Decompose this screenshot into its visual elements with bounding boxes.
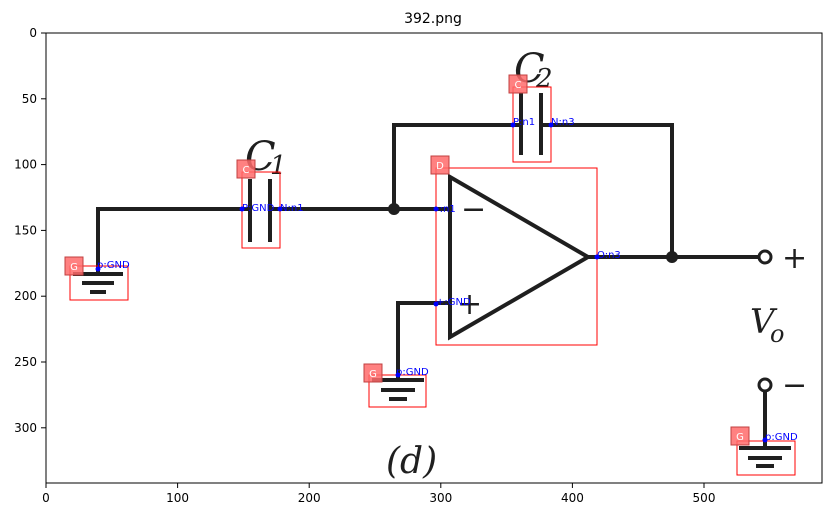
pin-label-n: N:n3	[551, 117, 575, 128]
component-opamp: D -:n1 +:GND O:n3	[430, 155, 621, 346]
y-tick-label: 100	[14, 158, 37, 172]
y-tick-label: 200	[14, 289, 37, 303]
tag-label: C	[243, 165, 250, 176]
opamp-triangle	[448, 173, 592, 341]
pin-label-n: N:n1	[280, 203, 304, 214]
x-tick-label: 300	[429, 491, 452, 505]
pin-label-plus: +:GND	[436, 297, 471, 308]
pin-dot	[395, 372, 401, 378]
y-tick-label: 300	[14, 421, 37, 435]
component-c2: C P:n1 N:n3	[508, 74, 575, 163]
y-tick-label: 250	[14, 355, 37, 369]
pin-label: p:GND	[396, 367, 429, 378]
tag-label: D	[436, 161, 444, 172]
pin-label-out: O:n3	[597, 250, 621, 261]
vo-label: V	[750, 302, 778, 342]
annotation-overlay: G p:GND C P:GND N:n1 C P:n1 N:n3	[64, 74, 798, 476]
pin-label: p:GND	[765, 432, 798, 443]
pin-dot	[277, 206, 283, 212]
vo-minus-label: −	[782, 368, 807, 403]
tag-box	[363, 363, 383, 383]
y-axis: 0 50 100 150 200 250 300	[14, 26, 46, 435]
opamp-plus-sign: +	[457, 287, 482, 322]
output-terminal-minus	[757, 377, 773, 393]
y-tick-label: 150	[14, 223, 37, 237]
pin-label-minus: -:n1	[436, 204, 456, 215]
c1-subscript: 1	[270, 151, 287, 181]
wire-noninv-to-gnd	[396, 301, 452, 379]
tag-box	[430, 155, 450, 175]
output-terminal-plus	[757, 249, 773, 265]
tag-box	[730, 426, 750, 446]
tag-label: G	[736, 432, 744, 443]
x-axis: 0 100 200 300 400 500	[42, 483, 715, 505]
component-ground-right: G p:GND	[730, 426, 798, 476]
x-tick-label: 200	[298, 491, 321, 505]
tag-label: C	[515, 80, 522, 91]
x-tick-label: 100	[166, 491, 189, 505]
vo-subscript: o	[770, 320, 784, 348]
pin-label-p: P:n1	[513, 117, 535, 128]
figure-title: 392.png	[404, 11, 462, 27]
wire-feedback-right	[539, 123, 674, 259]
pin-dot	[510, 122, 516, 128]
tag-box	[236, 159, 256, 179]
pin-dot	[239, 206, 245, 212]
x-tick-label: 400	[561, 491, 584, 505]
x-tick-label: 500	[693, 491, 716, 505]
bbox	[69, 265, 129, 301]
pin-dot	[433, 206, 439, 212]
junction-n3	[666, 251, 678, 263]
component-ground-left: G p:GND	[64, 256, 130, 301]
pin-dot	[762, 437, 768, 443]
pin-label-p: P:GND	[242, 203, 275, 214]
tag-box	[64, 256, 84, 276]
figure-d-label: (d)	[386, 441, 437, 482]
component-ground-center: G p:GND	[363, 363, 429, 408]
tag-box	[508, 74, 528, 94]
wire-left	[96, 207, 244, 274]
y-tick-label: 50	[22, 92, 37, 106]
wire-feedback-left	[392, 123, 515, 211]
pin-dot	[548, 122, 554, 128]
pin-dot	[433, 301, 439, 307]
tag-label: G	[70, 262, 78, 273]
pin-dot	[594, 254, 600, 260]
x-tick-label: 0	[42, 491, 50, 505]
pin-label: p:GND	[97, 260, 130, 271]
c2-subscript: 2	[535, 64, 553, 94]
opamp-minus-sign: −	[461, 192, 486, 227]
y-tick-label: 0	[29, 26, 37, 40]
pin-dot	[95, 266, 101, 272]
vo-plus-label: +	[782, 241, 807, 276]
tag-label: G	[369, 369, 377, 380]
component-c1: C P:GND N:n1	[236, 159, 304, 249]
